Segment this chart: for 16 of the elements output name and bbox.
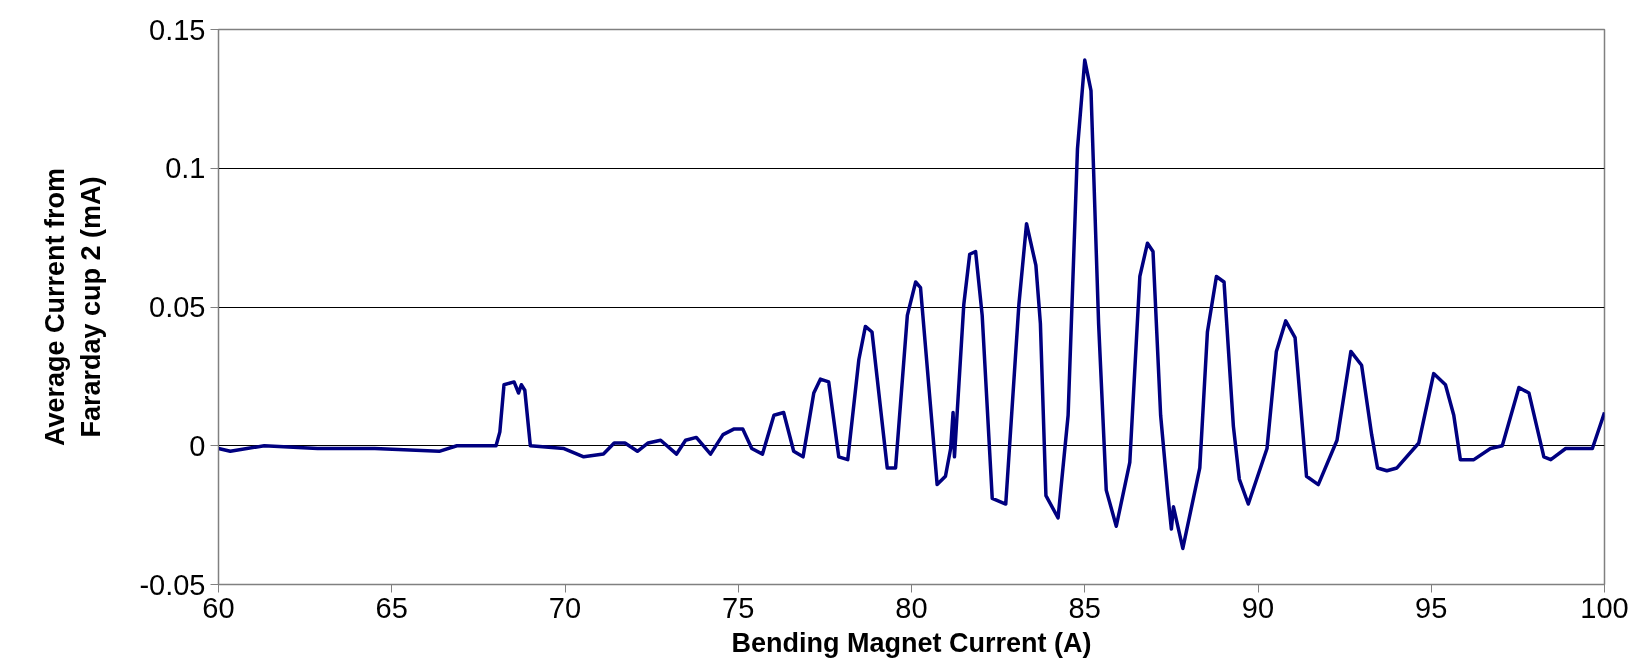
x-tick-label: 90 <box>1241 591 1275 624</box>
y-tick-label: 0.1 <box>165 152 206 185</box>
x-tick-label: 70 <box>548 591 582 624</box>
x-tick-label: 95 <box>1415 591 1448 624</box>
y-tick-label: 0.05 <box>149 291 206 323</box>
x-axis-title: Bending Magnet Current (A) <box>731 627 1092 658</box>
y-tick-label: 0 <box>189 429 206 462</box>
y-axis-title: Average Current from Fararday cup 2 (mA) <box>40 167 107 447</box>
line-series <box>218 58 1605 551</box>
x-tick-label: 80 <box>895 591 928 624</box>
x-tick-label: 65 <box>375 591 408 624</box>
y-tick-label: -0.05 <box>139 568 206 601</box>
x-tick-label: 85 <box>1068 591 1101 624</box>
x-tick-label: 100 <box>1580 591 1629 624</box>
x-tick-label: 75 <box>722 591 755 624</box>
y-tick-label: 0.15 <box>149 13 206 46</box>
